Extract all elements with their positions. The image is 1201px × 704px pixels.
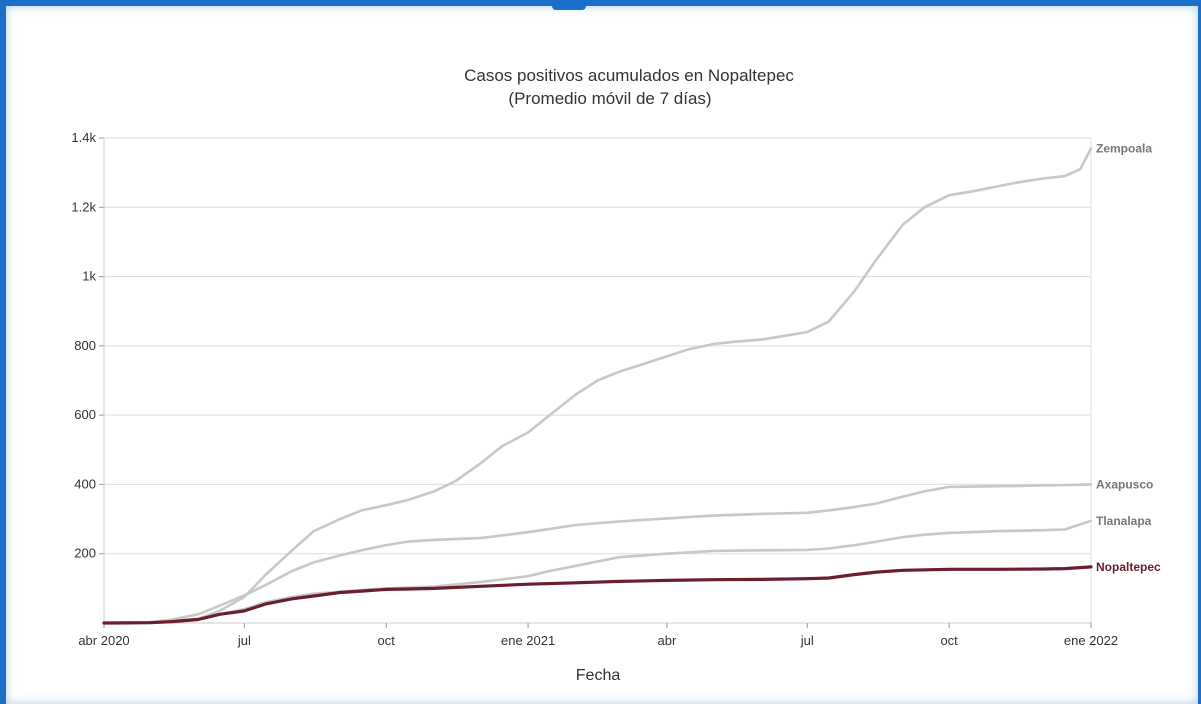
grid-lines	[104, 137, 1091, 555]
chart-subtitle: (Promedio móvil de 7 días)	[508, 89, 711, 108]
series-label-tlanalapa: Tlanalapa	[1096, 514, 1152, 528]
series-label-nopaltepec: Nopaltepec	[1096, 560, 1161, 574]
chart-title: Casos positivos acumulados en Nopaltepec	[464, 66, 794, 85]
series-label-zempoala: Zempoala	[1096, 141, 1152, 155]
x-tick-label-1: jul	[237, 633, 251, 648]
series-end-labels: Zempoala Axapusco Tlanalapa Nopaltepec	[1096, 141, 1161, 573]
y-tick-label-5: 1.2k	[71, 199, 96, 214]
series-line-axapusco	[102, 483, 1093, 625]
series-label-axapusco: Axapusco	[1096, 477, 1153, 491]
x-tick-label-4: abr	[658, 633, 677, 648]
y-tick-label-4: 1k	[82, 269, 96, 284]
x-tick-label-5: jul	[800, 633, 814, 648]
series-line-tlanalapa	[102, 519, 1093, 625]
y-axis: 200 400 600 800 1k 1.2k 1.4k	[71, 130, 1092, 623]
y-tick-label-3: 800	[74, 338, 96, 353]
series-line-nopaltepec	[102, 565, 1093, 625]
y-tick-label-6: 1.4k	[71, 130, 96, 145]
series-lines	[102, 147, 1093, 625]
y-tick-label-2: 600	[74, 407, 96, 422]
series-line-zempoala	[102, 147, 1093, 625]
frame-tab	[552, 0, 586, 10]
x-tick-label-3: ene 2021	[501, 633, 555, 648]
x-tick-label-7: ene 2022	[1064, 633, 1118, 648]
y-tick-label-1: 400	[74, 476, 96, 491]
x-tick-label-2: oct	[378, 633, 396, 648]
x-axis-title: Fecha	[576, 667, 621, 684]
x-tick-label-6: oct	[940, 633, 958, 648]
y-tick-label-0: 200	[74, 546, 96, 561]
x-axis: abr 2020 jul oct ene 2021 abr jul oct ene 2022	[78, 622, 1118, 648]
x-tick-label-0: abr 2020	[78, 633, 129, 648]
